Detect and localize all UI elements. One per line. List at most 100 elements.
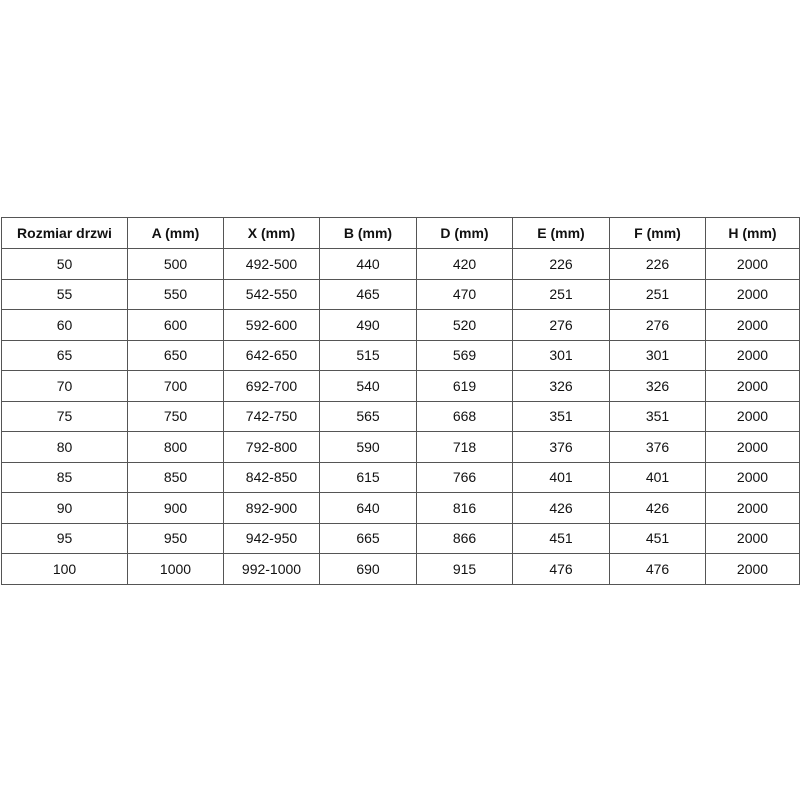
table-cell: 420 bbox=[416, 248, 513, 280]
header-cell: B (mm) bbox=[319, 217, 417, 249]
table-cell: 650 bbox=[127, 339, 224, 371]
table-cell: 451 bbox=[512, 522, 610, 554]
table-cell: 592-600 bbox=[223, 309, 320, 341]
table-cell: 640 bbox=[319, 492, 417, 524]
header-cell: A (mm) bbox=[127, 217, 224, 249]
table-cell: 351 bbox=[512, 400, 610, 432]
table-cell: 590 bbox=[319, 431, 417, 463]
table-cell: 95 bbox=[1, 522, 128, 554]
table-row: 100 1000 992-1000 690 915 476 476 2000 bbox=[1, 553, 800, 585]
table-row: 80 800 792-800 590 718 376 376 2000 bbox=[1, 431, 800, 463]
table-cell: 892-900 bbox=[223, 492, 320, 524]
table-row: 55 550 542-550 465 470 251 251 2000 bbox=[1, 278, 800, 310]
table-cell: 351 bbox=[609, 400, 706, 432]
table-cell: 465 bbox=[319, 278, 417, 310]
table-row: 90 900 892-900 640 816 426 426 2000 bbox=[1, 492, 800, 524]
table-cell: 742-750 bbox=[223, 400, 320, 432]
header-cell: F (mm) bbox=[609, 217, 706, 249]
table-cell: 1000 bbox=[127, 553, 224, 585]
table-cell: 915 bbox=[416, 553, 513, 585]
table-row: 95 950 942-950 665 866 451 451 2000 bbox=[1, 522, 800, 554]
table-cell: 950 bbox=[127, 522, 224, 554]
table-cell: 451 bbox=[609, 522, 706, 554]
table-cell: 70 bbox=[1, 370, 128, 402]
table-cell: 600 bbox=[127, 309, 224, 341]
table-cell: 540 bbox=[319, 370, 417, 402]
table-row: 60 600 592-600 490 520 276 276 2000 bbox=[1, 309, 800, 341]
table-cell: 301 bbox=[609, 339, 706, 371]
table-cell: 55 bbox=[1, 278, 128, 310]
table-cell: 90 bbox=[1, 492, 128, 524]
header-cell: E (mm) bbox=[512, 217, 610, 249]
table-cell: 401 bbox=[512, 461, 610, 493]
table-cell: 866 bbox=[416, 522, 513, 554]
table-cell: 276 bbox=[609, 309, 706, 341]
table-cell: 665 bbox=[319, 522, 417, 554]
table-cell: 2000 bbox=[705, 248, 800, 280]
table-cell: 426 bbox=[609, 492, 706, 524]
table-cell: 520 bbox=[416, 309, 513, 341]
table-cell: 668 bbox=[416, 400, 513, 432]
table-row: 70 700 692-700 540 619 326 326 2000 bbox=[1, 370, 800, 402]
table-body: 50 500 492-500 440 420 226 226 2000 55 550 542-550… bbox=[1, 248, 800, 585]
table-cell: 2000 bbox=[705, 553, 800, 585]
table-cell: 700 bbox=[127, 370, 224, 402]
table-cell: 326 bbox=[512, 370, 610, 402]
table-cell: 251 bbox=[609, 278, 706, 310]
table-cell: 2000 bbox=[705, 309, 800, 341]
table-cell: 470 bbox=[416, 278, 513, 310]
table-cell: 750 bbox=[127, 400, 224, 432]
table-cell: 251 bbox=[512, 278, 610, 310]
table-cell: 515 bbox=[319, 339, 417, 371]
table-cell: 615 bbox=[319, 461, 417, 493]
table-cell: 2000 bbox=[705, 461, 800, 493]
header-cell: D (mm) bbox=[416, 217, 513, 249]
table-cell: 992-1000 bbox=[223, 553, 320, 585]
table-cell: 619 bbox=[416, 370, 513, 402]
table-cell: 100 bbox=[1, 553, 128, 585]
table-cell: 792-800 bbox=[223, 431, 320, 463]
table-cell: 816 bbox=[416, 492, 513, 524]
table-row: 50 500 492-500 440 420 226 226 2000 bbox=[1, 248, 800, 280]
table-cell: 276 bbox=[512, 309, 610, 341]
header-cell: H (mm) bbox=[705, 217, 800, 249]
table-cell: 850 bbox=[127, 461, 224, 493]
table-cell: 550 bbox=[127, 278, 224, 310]
table-row: 85 850 842-850 615 766 401 401 2000 bbox=[1, 461, 800, 493]
header-cell: X (mm) bbox=[223, 217, 320, 249]
table-cell: 476 bbox=[609, 553, 706, 585]
table-cell: 426 bbox=[512, 492, 610, 524]
table-cell: 565 bbox=[319, 400, 417, 432]
table-cell: 2000 bbox=[705, 400, 800, 432]
table-cell: 2000 bbox=[705, 278, 800, 310]
table-cell: 301 bbox=[512, 339, 610, 371]
table-row: 65 650 642-650 515 569 301 301 2000 bbox=[1, 339, 800, 371]
dimensions-table: Rozmiar drzwi A (mm) X (mm) B (mm) D (mm) E (… bbox=[1, 217, 800, 585]
table-cell: 326 bbox=[609, 370, 706, 402]
table-cell: 2000 bbox=[705, 492, 800, 524]
table-cell: 690 bbox=[319, 553, 417, 585]
table-header: Rozmiar drzwi A (mm) X (mm) B (mm) D (mm) E (… bbox=[1, 217, 800, 249]
table-cell: 50 bbox=[1, 248, 128, 280]
header-row: Rozmiar drzwi A (mm) X (mm) B (mm) D (mm) E (… bbox=[1, 217, 800, 249]
table-cell: 75 bbox=[1, 400, 128, 432]
table-cell: 642-650 bbox=[223, 339, 320, 371]
table-row: 75 750 742-750 565 668 351 351 2000 bbox=[1, 400, 800, 432]
table-cell: 2000 bbox=[705, 370, 800, 402]
table-cell: 401 bbox=[609, 461, 706, 493]
table-cell: 542-550 bbox=[223, 278, 320, 310]
table-cell: 2000 bbox=[705, 431, 800, 463]
table-cell: 500 bbox=[127, 248, 224, 280]
table-cell: 2000 bbox=[705, 339, 800, 371]
table-cell: 569 bbox=[416, 339, 513, 371]
table-cell: 65 bbox=[1, 339, 128, 371]
table-cell: 766 bbox=[416, 461, 513, 493]
table-cell: 440 bbox=[319, 248, 417, 280]
table-cell: 842-850 bbox=[223, 461, 320, 493]
table-cell: 718 bbox=[416, 431, 513, 463]
table-cell: 85 bbox=[1, 461, 128, 493]
table-cell: 226 bbox=[609, 248, 706, 280]
table-cell: 692-700 bbox=[223, 370, 320, 402]
table-cell: 60 bbox=[1, 309, 128, 341]
